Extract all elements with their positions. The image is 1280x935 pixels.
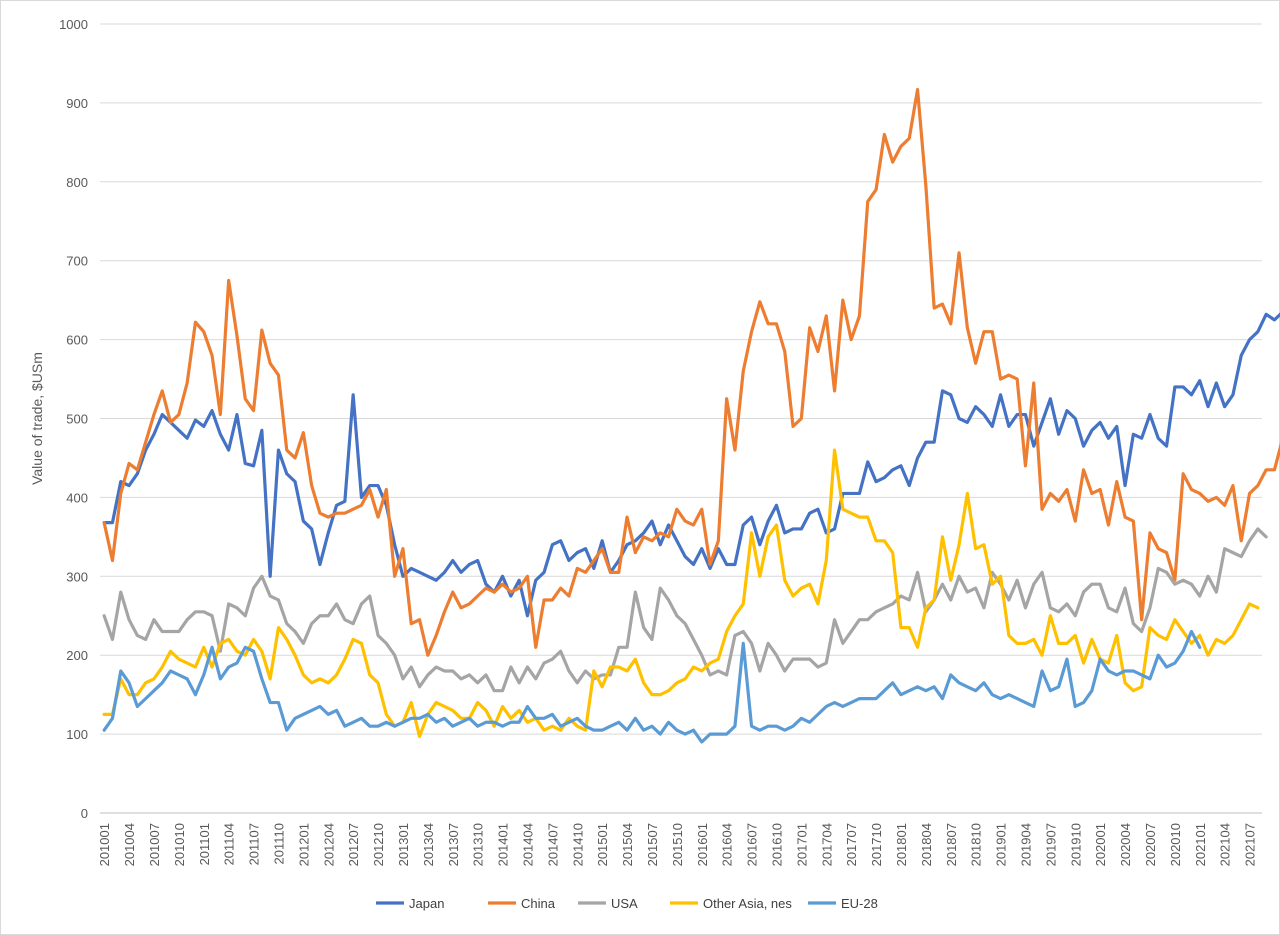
x-tick-label: 201104 xyxy=(222,823,237,865)
series-line-japan xyxy=(102,312,1280,618)
x-tick-label: 201410 xyxy=(570,823,585,866)
x-tick-label: 201610 xyxy=(769,823,784,866)
x-tick-label: 201001 xyxy=(97,823,112,866)
x-tick-label: 201407 xyxy=(545,823,560,866)
x-tick-label: 201701 xyxy=(794,823,809,866)
x-tick-label: 201207 xyxy=(346,823,361,866)
series-lines xyxy=(102,87,1280,744)
y-tick-label: 900 xyxy=(66,96,88,111)
x-tick-label: 201404 xyxy=(520,823,535,866)
x-tick-label: 201601 xyxy=(695,823,710,866)
x-tick-label: 201910 xyxy=(1068,823,1083,866)
y-tick-label: 800 xyxy=(66,175,88,190)
x-tick-label: 201810 xyxy=(969,823,984,866)
x-tick-label: 202004 xyxy=(1118,823,1133,866)
series-line-usa xyxy=(102,527,1268,693)
x-tick-label: 201401 xyxy=(496,823,511,866)
x-tick-label: 201504 xyxy=(620,823,635,866)
y-tick-label: 600 xyxy=(66,333,88,348)
y-tick-label: 100 xyxy=(66,727,88,742)
x-tick-label: 201204 xyxy=(321,823,336,866)
legend-label: Japan xyxy=(409,896,444,911)
x-tick-label: 201210 xyxy=(371,823,386,866)
x-tick-label: 201704 xyxy=(819,823,834,866)
x-tick-label: 201107 xyxy=(247,823,262,865)
y-axis-ticks: 0 100 200 300 400 500 600 700 800 900 1000 xyxy=(59,17,88,821)
series-line-china xyxy=(102,87,1280,657)
x-tick-label: 202010 xyxy=(1168,823,1183,866)
y-axis-title: Value of trade, $USm xyxy=(29,352,45,485)
x-tick-label: 201310 xyxy=(471,823,486,866)
x-tick-label: 201904 xyxy=(1018,823,1033,866)
x-tick-label: 202107 xyxy=(1243,823,1258,866)
x-tick-label: 201907 xyxy=(1043,823,1058,866)
x-tick-label: 201807 xyxy=(944,823,959,866)
x-tick-label: 201307 xyxy=(446,823,461,866)
x-tick-label: 201304 xyxy=(421,823,436,866)
x-tick-label: 201804 xyxy=(919,823,934,866)
y-tick-label: 400 xyxy=(66,490,88,505)
x-tick-label: 201510 xyxy=(670,823,685,866)
x-tick-label: 201507 xyxy=(645,823,660,866)
legend-label: EU-28 xyxy=(841,896,878,911)
y-tick-label: 0 xyxy=(81,806,88,821)
x-tick-label: 201201 xyxy=(296,823,311,866)
x-tick-label: 201707 xyxy=(844,823,859,866)
y-tick-label: 500 xyxy=(66,412,88,427)
legend: Japan China USA Other Asia, nes EU-28 xyxy=(376,896,878,911)
x-tick-label: 201101 xyxy=(197,823,212,865)
y-tick-label: 200 xyxy=(66,648,88,663)
x-tick-label: 201110 xyxy=(271,823,286,864)
x-tick-label: 202007 xyxy=(1143,823,1158,866)
x-tick-label: 201004 xyxy=(122,823,137,866)
series-line-eu-28 xyxy=(102,629,1202,744)
legend-label: USA xyxy=(611,896,638,911)
x-tick-label: 201801 xyxy=(894,823,909,866)
x-tick-label: 202101 xyxy=(1193,823,1208,866)
x-axis-ticks: 201001 201004 201007 201010 201101 201104 2011… xyxy=(97,823,1257,866)
x-tick-label: 201710 xyxy=(869,823,884,866)
x-tick-label: 201010 xyxy=(172,823,187,866)
y-tick-label: 1000 xyxy=(59,17,88,32)
x-tick-label: 201901 xyxy=(994,823,1009,866)
series-line-other-asia-nes xyxy=(102,448,1260,739)
x-tick-label: 202104 xyxy=(1218,823,1233,866)
y-tick-label: 300 xyxy=(66,569,88,584)
x-tick-label: 201301 xyxy=(396,823,411,866)
x-tick-label: 201607 xyxy=(745,823,760,866)
y-tick-label: 700 xyxy=(66,254,88,269)
legend-label: China xyxy=(521,896,556,911)
x-tick-label: 202001 xyxy=(1093,823,1108,866)
x-tick-label: 201007 xyxy=(147,823,162,866)
x-tick-label: 201604 xyxy=(720,823,735,866)
x-tick-label: 201501 xyxy=(595,823,610,866)
legend-label: Other Asia, nes xyxy=(703,896,792,911)
